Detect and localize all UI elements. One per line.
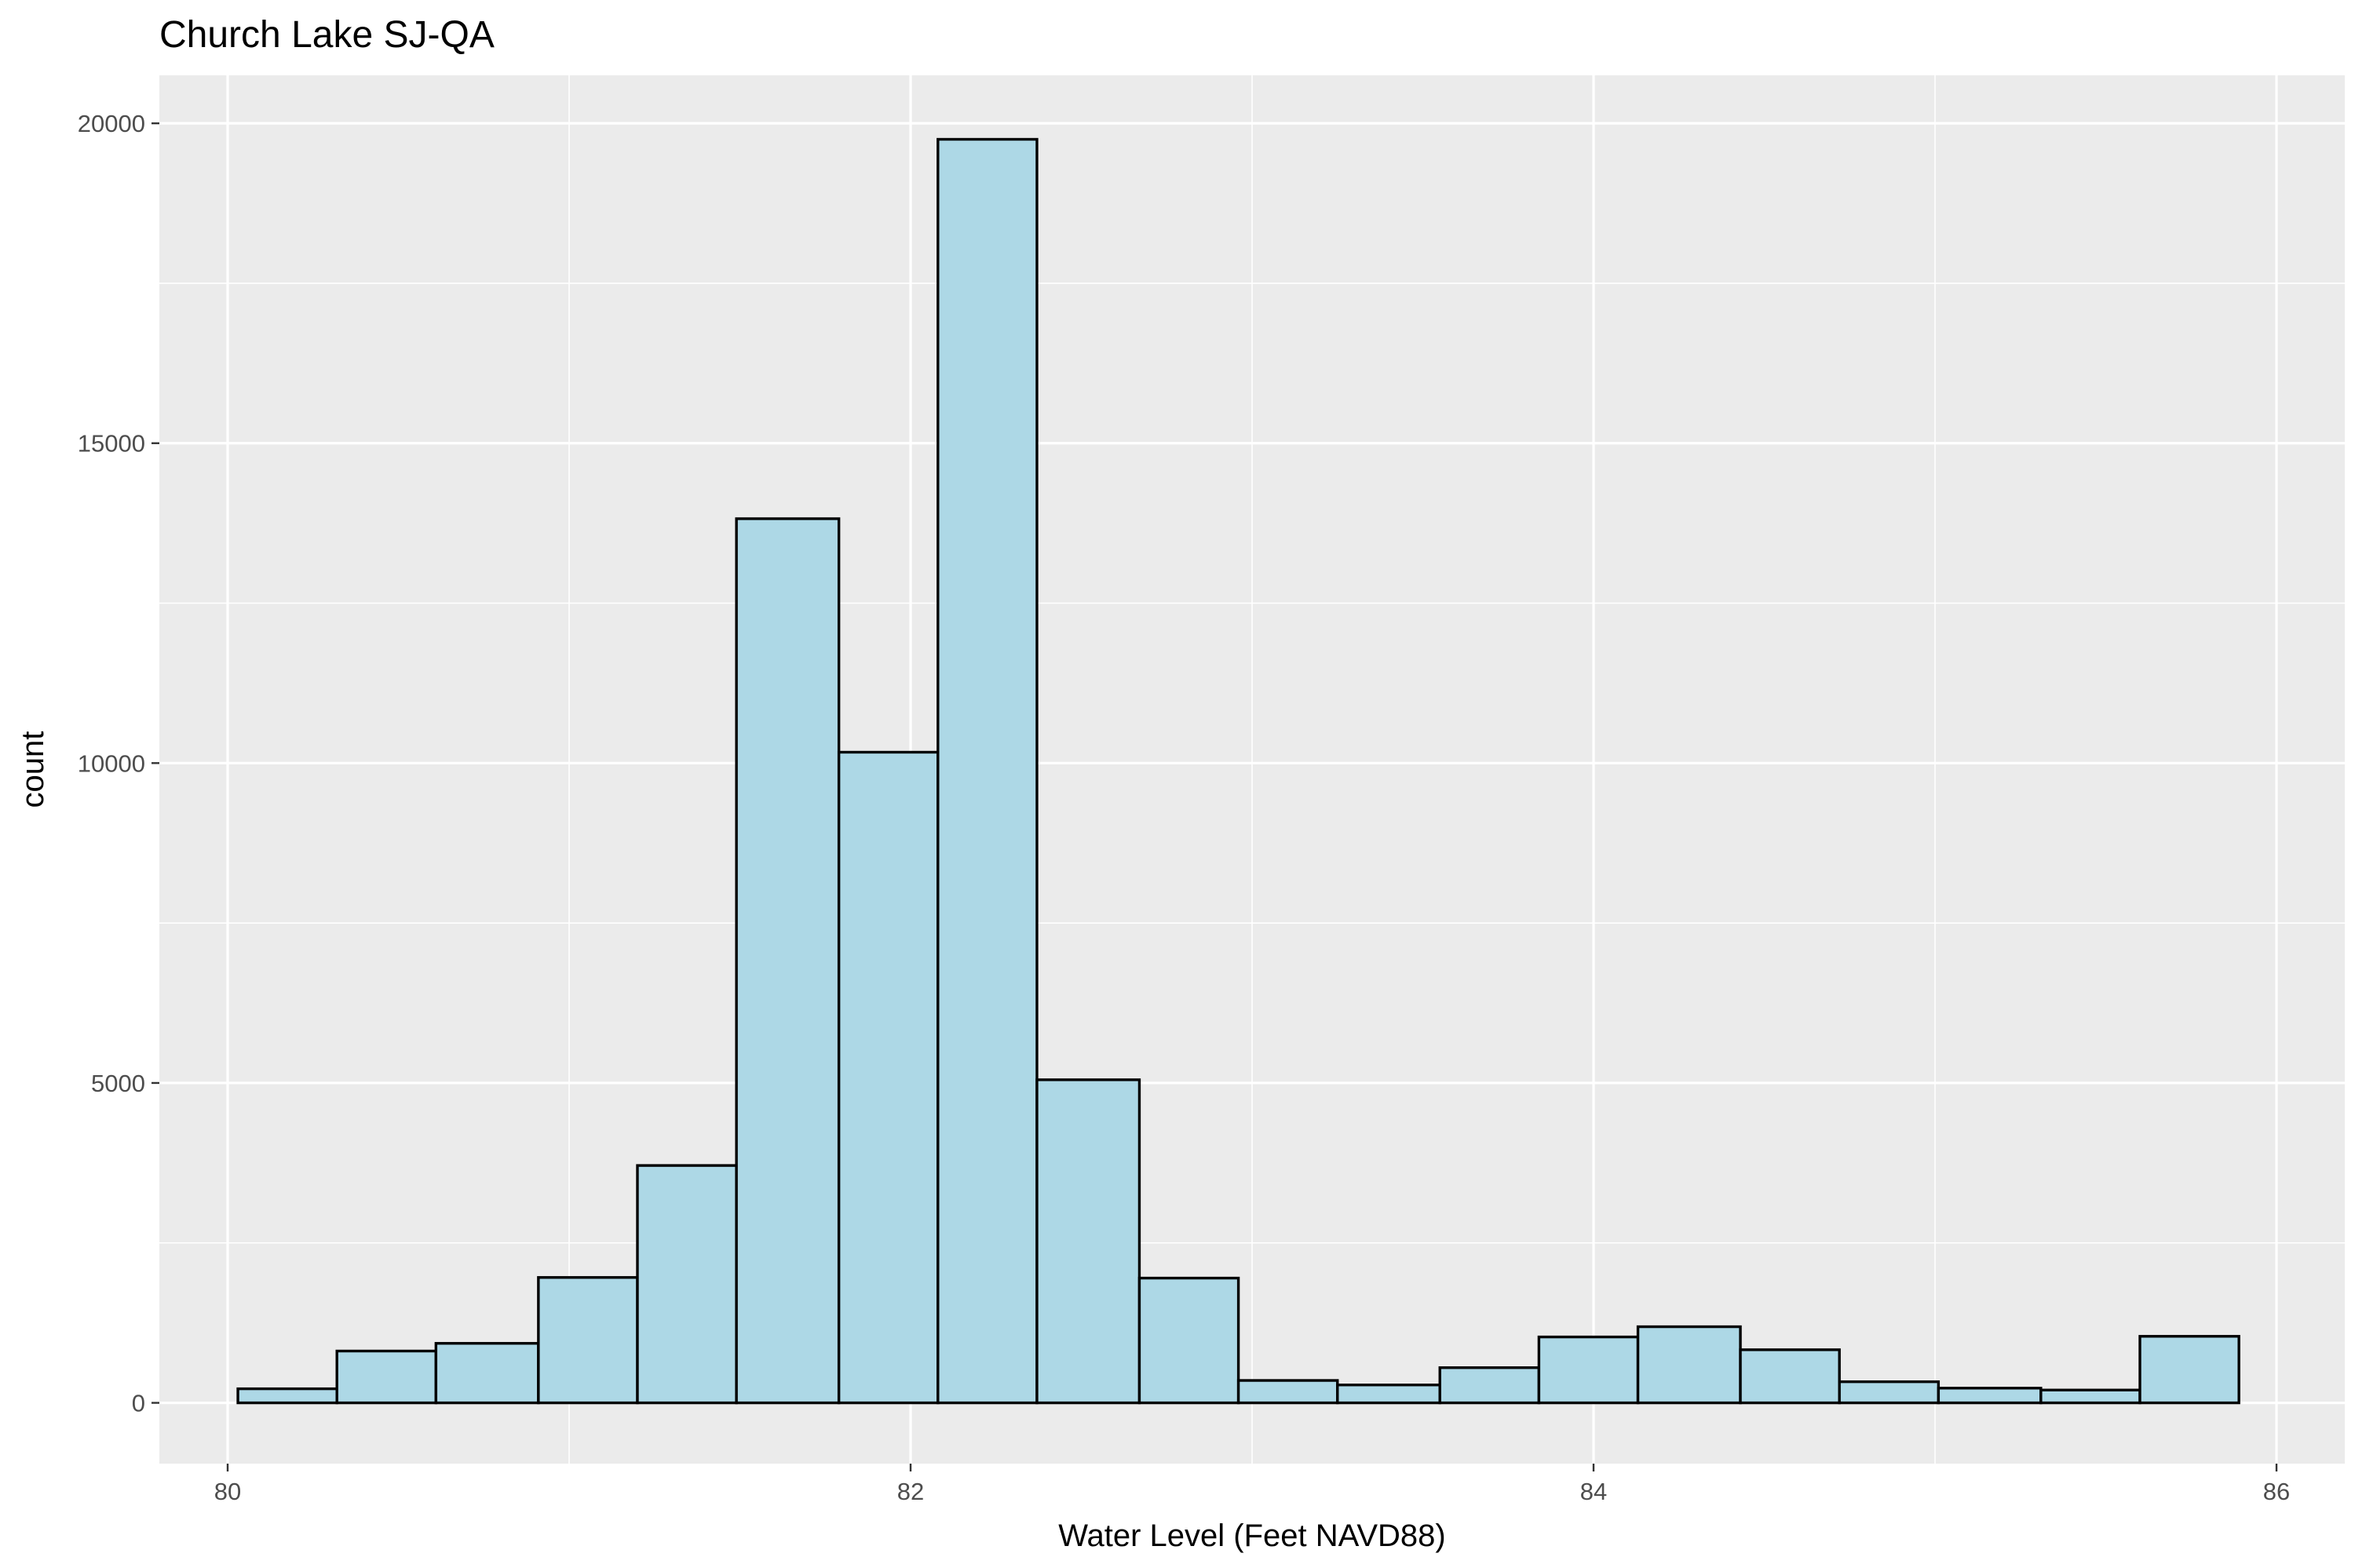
histogram-bar: [636, 1164, 738, 1405]
y-tick-label: 0: [132, 1390, 145, 1417]
histogram-bar: [1537, 1335, 1640, 1405]
chart-title: Church Lake SJ-QA: [159, 14, 495, 56]
y-tick-label: 10000: [78, 749, 145, 777]
y-tick-label: 20000: [78, 110, 145, 137]
y-tick-label: 5000: [91, 1070, 145, 1097]
histogram-bar: [1336, 1384, 1441, 1405]
histogram-bar: [837, 750, 940, 1405]
histogram-bar: [537, 1276, 639, 1405]
major-gridlines: [159, 75, 2345, 1464]
histogram-bar: [236, 1387, 338, 1405]
x-tick-label: 84: [1580, 1478, 1607, 1505]
histogram-bar: [335, 1349, 438, 1405]
histogram-bar: [2039, 1388, 2141, 1405]
histogram-bar: [937, 137, 1039, 1405]
x-tick-label: 82: [897, 1478, 924, 1505]
histogram-bar: [1236, 1379, 1339, 1405]
histogram-bars: [236, 137, 2240, 1405]
y-tick-label: 15000: [78, 430, 145, 458]
histogram-bar: [1035, 1078, 1141, 1405]
histogram-bar: [1636, 1325, 1742, 1405]
histogram-bar: [1937, 1387, 2043, 1405]
y-axis-title: count: [16, 731, 50, 808]
histogram-bar: [1838, 1380, 1941, 1405]
histogram-bar: [735, 517, 841, 1405]
histogram-bar: [2138, 1335, 2240, 1405]
y-axis: 0 5000 10000 15000 20000: [78, 110, 159, 1417]
x-tick-label: 86: [2263, 1478, 2290, 1505]
histogram-bar: [434, 1342, 540, 1405]
histogram-bar: [1438, 1366, 1541, 1405]
histogram-bar: [1137, 1276, 1240, 1405]
x-tick-label: 80: [214, 1478, 241, 1505]
x-axis-title: Water Level (Feet NAVD88): [1058, 1519, 1446, 1553]
x-axis: 80 82 84 86: [214, 1464, 2290, 1505]
histogram-bar: [1739, 1348, 1841, 1405]
minor-gridlines: [159, 75, 2345, 1464]
